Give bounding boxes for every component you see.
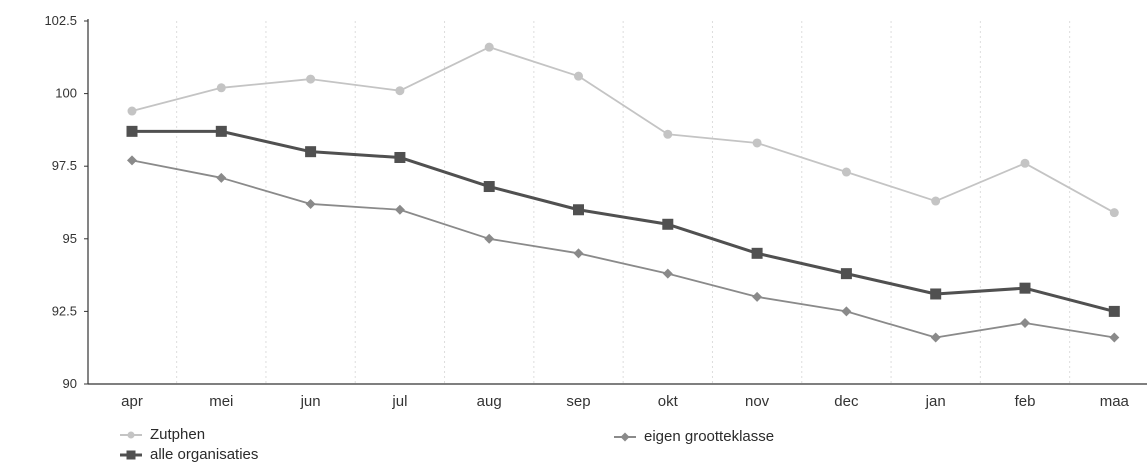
y-tick-label: 90 (63, 376, 77, 391)
legend-item-eigen-grootteklasse: eigen grootteklasse (612, 428, 774, 445)
data-point (216, 83, 226, 93)
data-point (573, 204, 584, 216)
data-point (573, 248, 584, 259)
data-point (1020, 158, 1030, 168)
data-point (574, 71, 583, 81)
x-tick-label: apr (121, 393, 143, 410)
legend-swatch-eigen-grootteklasse (612, 431, 638, 443)
data-point (841, 167, 851, 177)
data-point (305, 198, 316, 209)
data-point (1109, 208, 1119, 218)
y-tick-label: 102.5 (44, 13, 77, 28)
x-tick-label: jun (300, 393, 321, 410)
data-point (215, 125, 227, 137)
data-point (216, 172, 227, 183)
data-point (306, 74, 316, 84)
data-point (394, 151, 406, 163)
x-tick-label: jan (925, 393, 946, 410)
legend-swatch-zutphen (118, 429, 144, 441)
legend-label-alle-organisaties: alle organisaties (150, 446, 259, 463)
data-point (751, 247, 763, 259)
x-tick-label: dec (834, 393, 859, 410)
y-tick-label: 97.5 (52, 158, 77, 173)
x-tick-label: aug (477, 393, 502, 410)
series-line-zutphen (131, 46, 1115, 214)
legend-label-zutphen: Zutphen (150, 426, 206, 443)
data-point (394, 204, 405, 215)
data-point (662, 268, 673, 279)
data-point (1020, 318, 1030, 329)
data-point (127, 106, 137, 116)
x-tick-label: sep (566, 393, 590, 410)
y-tick-label: 95 (63, 231, 77, 246)
legend-item-zutphen: Zutphen (118, 426, 205, 443)
x-tick-label: nov (745, 393, 770, 410)
y-tick-label: 92.5 (52, 303, 77, 318)
legend-swatch-alle-organisaties (118, 449, 144, 461)
data-point (1109, 332, 1120, 343)
data-point (484, 42, 494, 52)
data-point (663, 129, 673, 139)
data-point (930, 288, 942, 300)
data-point (126, 125, 138, 137)
data-point (1019, 282, 1031, 294)
data-point (840, 268, 852, 280)
data-point (752, 291, 763, 302)
data-point (483, 181, 495, 193)
x-tick-label: jul (391, 393, 407, 410)
series-line-eigen-grootteklasse (131, 159, 1115, 339)
x-tick-label: maa (1100, 393, 1130, 410)
data-point (841, 306, 852, 317)
data-point (1108, 305, 1120, 317)
data-point (127, 155, 137, 166)
x-tick-label: okt (658, 393, 679, 410)
series-line-alle-organisaties (132, 129, 1115, 313)
data-point (931, 196, 941, 206)
x-tick-label: feb (1015, 393, 1036, 410)
data-point (930, 332, 941, 343)
legend-label-eigen-grootteklasse: eigen grootteklasse (644, 428, 775, 445)
legend-item-alle-organisaties: alle organisaties (118, 446, 258, 463)
data-point (305, 146, 317, 158)
line-chart: 90 92.5 95 97.5 100 102.5 apr mei jun jul aug sep ok… (44, 13, 1147, 410)
data-point (484, 233, 495, 244)
data-point (395, 86, 405, 96)
data-point (752, 138, 762, 148)
data-point (662, 218, 674, 230)
x-tick-label: mei (209, 393, 233, 410)
y-tick-label: 100 (55, 86, 77, 101)
